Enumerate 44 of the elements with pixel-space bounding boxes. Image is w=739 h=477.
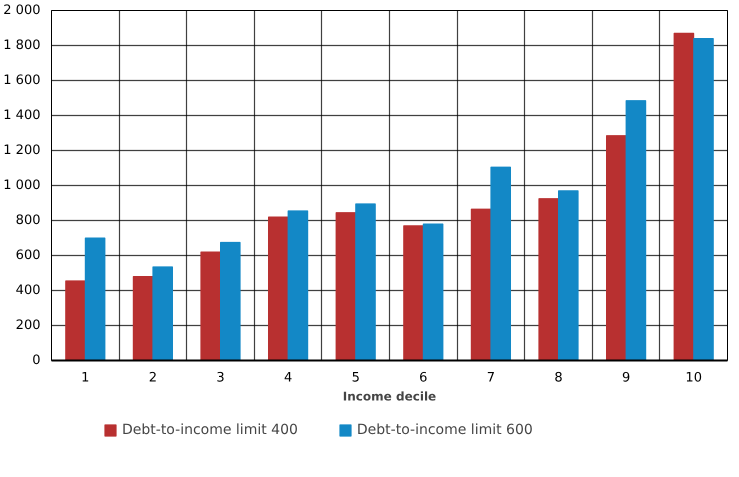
bar [200, 252, 221, 360]
x-tick-label: 10 [685, 370, 702, 386]
x-tick-label: 7 [486, 370, 496, 386]
bar [470, 208, 492, 360]
x-tick-label: 1 [81, 370, 90, 386]
bar [626, 100, 646, 360]
x-tick-label: 4 [284, 370, 292, 386]
x-tick-label: 6 [419, 370, 428, 386]
y-tick-label: 800 [16, 213, 41, 228]
x-tick-label: 3 [216, 370, 225, 386]
bar [606, 135, 627, 360]
bar [288, 210, 308, 360]
y-tick-label: 200 [16, 318, 41, 333]
y-tick-label: 600 [16, 248, 41, 263]
bar [268, 216, 289, 360]
x-tick-label: 5 [352, 370, 360, 386]
bar [490, 166, 512, 360]
y-tick-label: 1 400 [3, 108, 40, 123]
legend-label: Debt-to-income limit 600 [356, 422, 533, 438]
bar [132, 276, 154, 360]
bar [403, 225, 424, 360]
bar [65, 280, 86, 360]
y-tick-label: 2 000 [3, 3, 40, 18]
bar [220, 242, 241, 360]
y-tick-label: 1 000 [3, 178, 40, 193]
y-tick-label: 0 [32, 353, 41, 368]
x-tick-label: 2 [148, 370, 158, 386]
legend-label: Debt-to-income limit 400 [122, 422, 298, 438]
bar [152, 266, 174, 360]
bar [674, 32, 694, 360]
bar [84, 238, 106, 360]
y-tick-label: 1 600 [3, 73, 40, 88]
x-axis-title: Income decile [342, 390, 436, 404]
y-tick-label: 1 800 [3, 38, 40, 53]
bar [422, 224, 444, 360]
x-tick-label: 8 [554, 370, 563, 386]
bar [355, 203, 376, 360]
bar [558, 190, 579, 360]
bar [336, 212, 356, 360]
y-tick-label: 1 200 [3, 143, 40, 158]
x-tick-label: 9 [622, 370, 630, 386]
bar [693, 38, 714, 360]
bar [538, 198, 559, 360]
y-tick-label: 400 [16, 283, 41, 298]
